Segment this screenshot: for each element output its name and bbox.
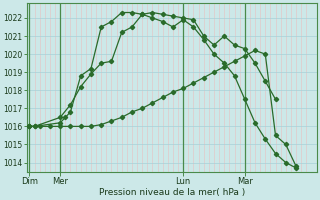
X-axis label: Pression niveau de la mer( hPa ): Pression niveau de la mer( hPa )	[99, 188, 245, 197]
